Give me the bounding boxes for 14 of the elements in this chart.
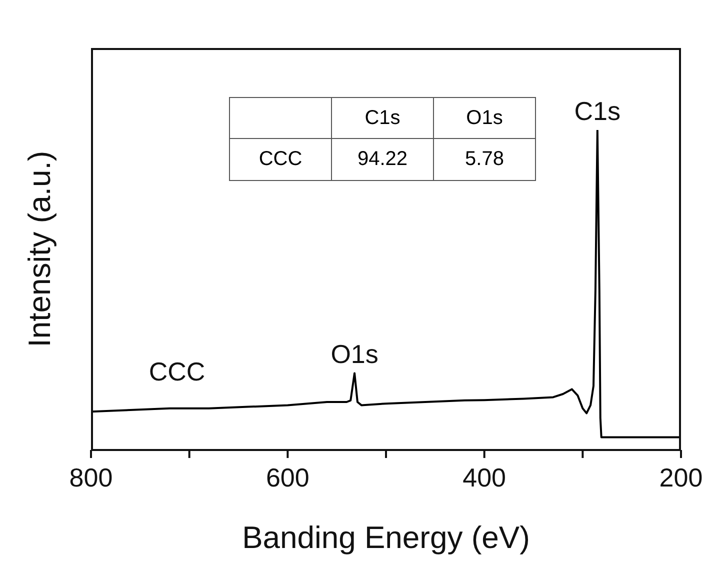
x-axis-title: Banding Energy (eV) xyxy=(242,520,530,555)
annotation: CCC xyxy=(148,356,206,388)
x-tick-label: 800 xyxy=(69,462,113,492)
annotation: 5.78 xyxy=(434,138,536,180)
y-axis-title: Intensity (a.u.) xyxy=(22,150,58,348)
x-tick-label: 200 xyxy=(659,462,703,492)
annotation: C1s xyxy=(574,96,621,126)
text: O1s xyxy=(434,98,536,138)
x-tick-label: 600 xyxy=(266,462,310,492)
x-tick-label: 400 xyxy=(462,462,506,492)
annotation: O1s xyxy=(330,339,378,370)
annotation: CCC xyxy=(230,138,332,180)
annotation: 94.22 xyxy=(332,138,434,180)
text: C1s xyxy=(332,98,434,138)
